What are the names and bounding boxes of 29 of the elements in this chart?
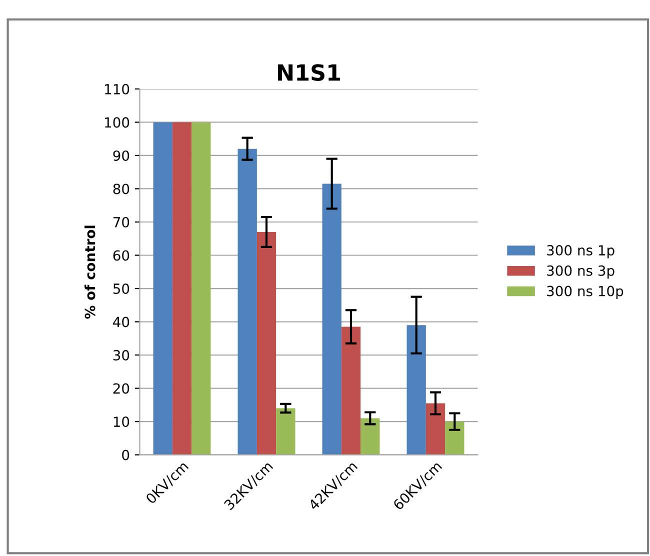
y-tick-label: 60 xyxy=(113,250,130,261)
bar xyxy=(445,422,464,455)
bar xyxy=(238,148,257,455)
legend-label: 300 ns 10p xyxy=(547,286,624,299)
y-tick-label: 50 xyxy=(113,283,130,294)
bar xyxy=(153,122,172,455)
bar xyxy=(322,184,342,455)
bar xyxy=(276,408,296,455)
bar xyxy=(256,232,276,455)
y-tick-label: 100 xyxy=(105,117,130,128)
legend-label: 300 ns 3p xyxy=(547,265,614,279)
y-tick-label: 110 xyxy=(105,84,130,94)
bar xyxy=(192,122,211,455)
y-tick-label: 80 xyxy=(113,184,130,194)
y-tick-label: 0 xyxy=(122,450,130,460)
bar xyxy=(360,418,380,455)
bar xyxy=(406,325,426,455)
y-tick-label: 40 xyxy=(113,316,130,328)
y-tick-label: 30 xyxy=(113,350,130,361)
bar xyxy=(426,403,446,455)
y-tick-label: 20 xyxy=(113,383,130,394)
bar xyxy=(341,326,361,455)
legend-label: 300 ns 1p xyxy=(547,245,614,258)
y-axis-title: % of control xyxy=(84,226,96,319)
chart-title: N1S1 xyxy=(278,64,340,81)
y-tick-label: 70 xyxy=(113,216,130,228)
y-tick-label: 90 xyxy=(113,150,130,161)
y-tick-label: 10 xyxy=(114,416,130,428)
bar xyxy=(172,122,192,455)
